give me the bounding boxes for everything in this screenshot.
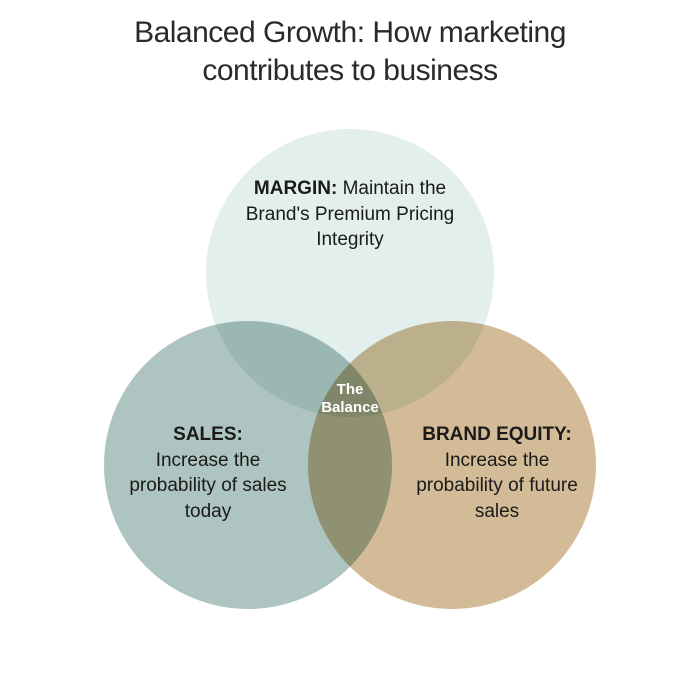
venn-center-label: The Balance: [300, 381, 400, 417]
venn-center-line1: The: [337, 381, 364, 398]
venn-label-right-rest: Increase the probability of future sales: [416, 450, 578, 522]
venn-label-left: SALES: Increase the probability of sales…: [118, 422, 298, 525]
page-title: Balanced Growth: How marketing contribut…: [60, 14, 640, 89]
venn-label-top: MARGIN: Maintain the Brand's Premium Pri…: [240, 176, 460, 253]
venn-diagram: MARGIN: Maintain the Brand's Premium Pri…: [65, 120, 635, 680]
venn-label-left-rest: Increase the probability of sales today: [129, 450, 286, 522]
venn-label-top-bold: MARGIN:: [254, 178, 337, 199]
venn-center-line2: Balance: [321, 399, 379, 416]
venn-label-right-bold: BRAND EQUITY:: [422, 424, 572, 445]
venn-label-right: BRAND EQUITY: Increase the probability o…: [402, 422, 592, 525]
venn-label-left-bold: SALES:: [173, 424, 243, 445]
